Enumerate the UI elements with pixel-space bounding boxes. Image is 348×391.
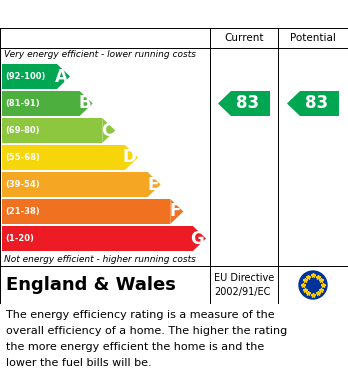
Text: F: F bbox=[170, 203, 181, 221]
Bar bbox=[2, 91, 80, 116]
Text: 83: 83 bbox=[305, 95, 328, 113]
Text: (69-80): (69-80) bbox=[5, 126, 40, 135]
Text: E: E bbox=[147, 176, 159, 194]
Bar bbox=[2, 145, 125, 170]
Text: the more energy efficient the home is and the: the more energy efficient the home is an… bbox=[6, 342, 264, 352]
Text: (92-100): (92-100) bbox=[5, 72, 45, 81]
Bar bbox=[231, 91, 270, 116]
Text: (39-54): (39-54) bbox=[5, 180, 40, 189]
Polygon shape bbox=[148, 172, 161, 197]
Text: (21-38): (21-38) bbox=[5, 207, 40, 216]
Text: B: B bbox=[78, 95, 90, 113]
Text: Not energy efficient - higher running costs: Not energy efficient - higher running co… bbox=[4, 255, 196, 264]
Polygon shape bbox=[102, 118, 115, 143]
Polygon shape bbox=[193, 226, 206, 251]
Text: The energy efficiency rating is a measure of the: The energy efficiency rating is a measur… bbox=[6, 310, 275, 320]
Text: 83: 83 bbox=[236, 95, 259, 113]
Text: EU Directive: EU Directive bbox=[214, 273, 274, 283]
Text: lower the fuel bills will be.: lower the fuel bills will be. bbox=[6, 358, 152, 368]
Circle shape bbox=[299, 271, 327, 299]
Bar bbox=[2, 118, 102, 143]
Bar bbox=[300, 91, 339, 116]
Text: Current: Current bbox=[224, 33, 264, 43]
Bar bbox=[2, 226, 193, 251]
Polygon shape bbox=[287, 91, 300, 116]
Text: Very energy efficient - lower running costs: Very energy efficient - lower running co… bbox=[4, 50, 196, 59]
Text: (81-91): (81-91) bbox=[5, 99, 40, 108]
Text: D: D bbox=[122, 149, 136, 167]
Polygon shape bbox=[80, 91, 93, 116]
Bar bbox=[2, 64, 57, 89]
Text: 2002/91/EC: 2002/91/EC bbox=[214, 287, 270, 297]
Text: Energy Efficiency Rating: Energy Efficiency Rating bbox=[10, 7, 221, 22]
Text: C: C bbox=[101, 122, 113, 140]
Text: (55-68): (55-68) bbox=[5, 153, 40, 162]
Bar bbox=[2, 172, 148, 197]
Polygon shape bbox=[125, 145, 138, 170]
Text: England & Wales: England & Wales bbox=[6, 276, 176, 294]
Polygon shape bbox=[218, 91, 231, 116]
Text: A: A bbox=[55, 68, 68, 86]
Text: Potential: Potential bbox=[290, 33, 336, 43]
Text: overall efficiency of a home. The higher the rating: overall efficiency of a home. The higher… bbox=[6, 326, 287, 336]
Bar bbox=[2, 199, 170, 224]
Polygon shape bbox=[57, 64, 70, 89]
Text: (1-20): (1-20) bbox=[5, 234, 34, 243]
Polygon shape bbox=[170, 199, 183, 224]
Text: G: G bbox=[190, 230, 204, 248]
